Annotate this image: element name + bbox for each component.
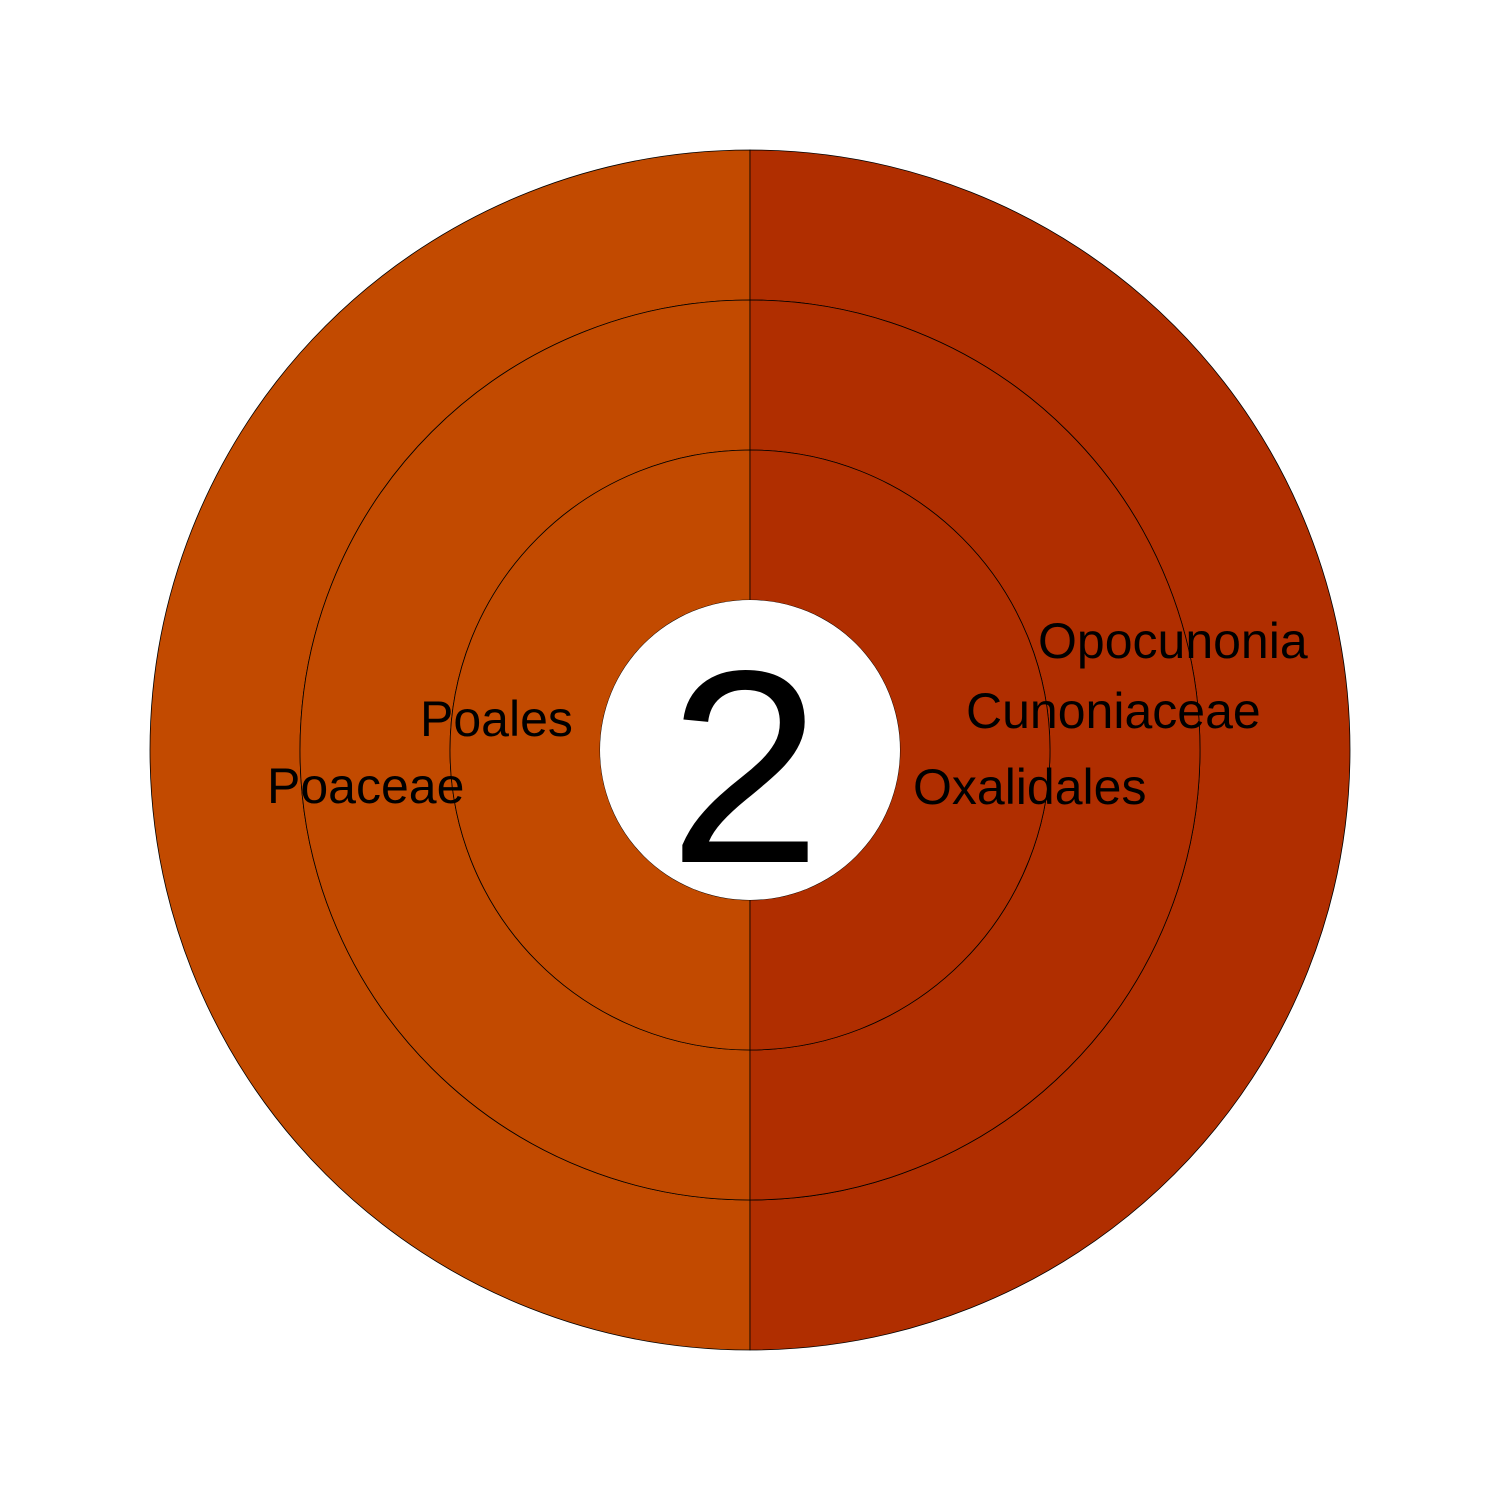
label-oxalidales: Oxalidales bbox=[913, 759, 1146, 815]
label-poaceae: Poaceae bbox=[267, 758, 464, 814]
center-hole bbox=[600, 600, 900, 900]
label-poales: Poales bbox=[420, 691, 573, 747]
label-cunoniaceae: Cunoniaceae bbox=[966, 683, 1261, 739]
center-count: 2 bbox=[669, 614, 822, 921]
label-opocunonia: Opocunonia bbox=[1038, 613, 1308, 669]
